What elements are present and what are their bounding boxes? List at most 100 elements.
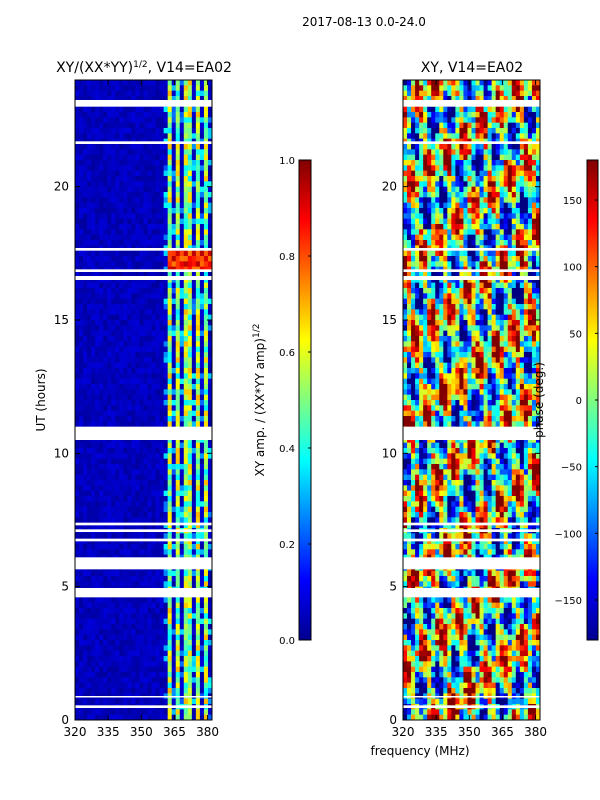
phase-heatmap-cell [479,144,484,150]
amplitude-heatmap-cell [151,128,156,134]
amplitude-heatmap-cell [95,314,100,321]
amplitude-heatmap-cell [83,165,88,172]
amplitude-heatmap-cell [187,229,193,236]
amplitude-heatmap-cell [123,501,128,508]
amplitude-heatmap-cell [107,634,112,641]
amplitude-heatmap-cell [95,650,100,657]
amplitude-heatmap-cell [195,544,201,550]
amplitude-heatmap-cell [151,122,156,129]
amplitude-heatmap-cell [175,549,181,556]
phase-heatmap-cell [507,202,513,209]
amplitude-heatmap-cell [139,613,144,620]
amplitude-heatmap-cell [115,613,120,620]
amplitude-heatmap-cell [203,144,209,150]
amplitude-heatmap-cell [187,709,193,716]
amplitude-heatmap-cell [91,677,96,684]
amplitude-heatmap-cell [127,410,132,417]
amplitude-heatmap-cell [187,677,193,684]
amplitude-heatmap-cell [95,474,100,481]
amplitude-heatmap-cell [135,405,140,412]
phase-heatmap-cell [487,192,493,198]
amplitude-heatmap-cell [191,346,197,353]
amplitude-heatmap-cell [207,330,212,337]
phase-heatmap-cell [503,128,509,134]
phase-heatmap-cell [475,90,480,97]
amplitude-heatmap-cell [183,624,189,630]
phase-heatmap-cell [443,80,448,86]
phase-heatmap-cell [491,208,497,214]
phase-heatmap-cell [475,154,480,161]
amplitude-heatmap-cell [99,394,104,401]
amplitude-heatmap-cell [175,608,181,614]
phase-heatmap-cell [527,181,533,188]
phase-heatmap-cell [407,96,412,102]
amplitude-heatmap-cell [147,373,152,380]
phase-heatmap-cell [427,133,432,140]
amplitude-heatmap-cell [207,261,212,268]
amplitude-heatmap-cell [103,602,108,609]
amplitude-heatmap-cell [187,549,193,556]
amplitude-y-tick-label: 15 [54,313,69,327]
amplitude-heatmap-cell [179,293,185,300]
amplitude-heatmap-cell [79,261,84,268]
amplitude-heatmap-cell [203,480,209,486]
phase-heatmap-cell [531,186,537,193]
amplitude-heatmap-cell [95,176,100,182]
amplitude-heatmap-cell [135,442,140,449]
amplitude-heatmap-cell [75,677,80,684]
amplitude-heatmap-cell [151,192,156,198]
amplitude-heatmap-cell [191,496,197,502]
amplitude-heatmap-cell [199,320,205,326]
amplitude-heatmap-cell [191,581,197,588]
amplitude-heatmap-cell [107,304,112,310]
amplitude-heatmap-cell [139,240,144,246]
phase-heatmap-cell [511,186,517,193]
phase-heatmap-cell [403,165,408,172]
amplitude-heatmap-cell [107,357,112,364]
amplitude-heatmap-cell [83,613,88,620]
amplitude-heatmap-cell [75,501,80,508]
amplitude-heatmap-cell [163,400,169,406]
amplitude-heatmap-cell [191,309,197,316]
amplitude-heatmap-cell [203,464,209,470]
amplitude-heatmap-cell [75,298,80,305]
amplitude-heatmap-cell [119,410,124,417]
amplitude-heatmap-cell [187,160,193,166]
amplitude-heatmap-cell [151,106,156,113]
amplitude-heatmap-cell [123,394,128,401]
amplitude-heatmap-cell [159,122,165,129]
amplitude-heatmap-cell [155,677,161,684]
amplitude-heatmap-cell [107,533,112,540]
amplitude-heatmap-cell [187,650,193,657]
amplitude-heatmap-cell [79,618,84,625]
phase-heatmap-cell [523,165,529,172]
amplitude-heatmap-cell [143,416,148,422]
amplitude-heatmap-cell [131,346,136,353]
amplitude-heatmap-cell [159,213,165,220]
amplitude-heatmap-cell [163,714,169,720]
phase-heatmap-cell [515,160,521,166]
amplitude-heatmap-cell [163,442,169,449]
phase-heatmap-cell [407,122,412,129]
amplitude-heatmap-cell [119,154,124,161]
amplitude-heatmap-cell [123,330,128,337]
amplitude-heatmap-cell [119,421,124,428]
amplitude-heatmap-cell [135,202,140,209]
amplitude-heatmap-cell [131,602,136,609]
amplitude-heatmap-cell [91,160,96,166]
phase-heatmap-cell [439,149,444,156]
amplitude-heatmap-cell [199,224,205,230]
amplitude-heatmap-cell [119,624,124,630]
amplitude-heatmap-cell [87,213,92,220]
phase-heatmap-cell [491,133,497,140]
amplitude-heatmap-cell [79,357,84,364]
amplitude-heatmap-cell [87,112,92,118]
amplitude-heatmap-cell [111,336,116,342]
amplitude-colorbar-ticks: 0.00.20.40.60.81.0 [279,156,311,647]
amplitude-heatmap-cell [99,613,104,620]
amplitude-heatmap-cell [75,602,80,609]
amplitude-heatmap-cell [151,672,156,678]
amplitude-heatmap-cell [83,85,88,92]
amplitude-heatmap-cell [95,154,100,161]
phase-heatmap-cell [439,117,444,124]
